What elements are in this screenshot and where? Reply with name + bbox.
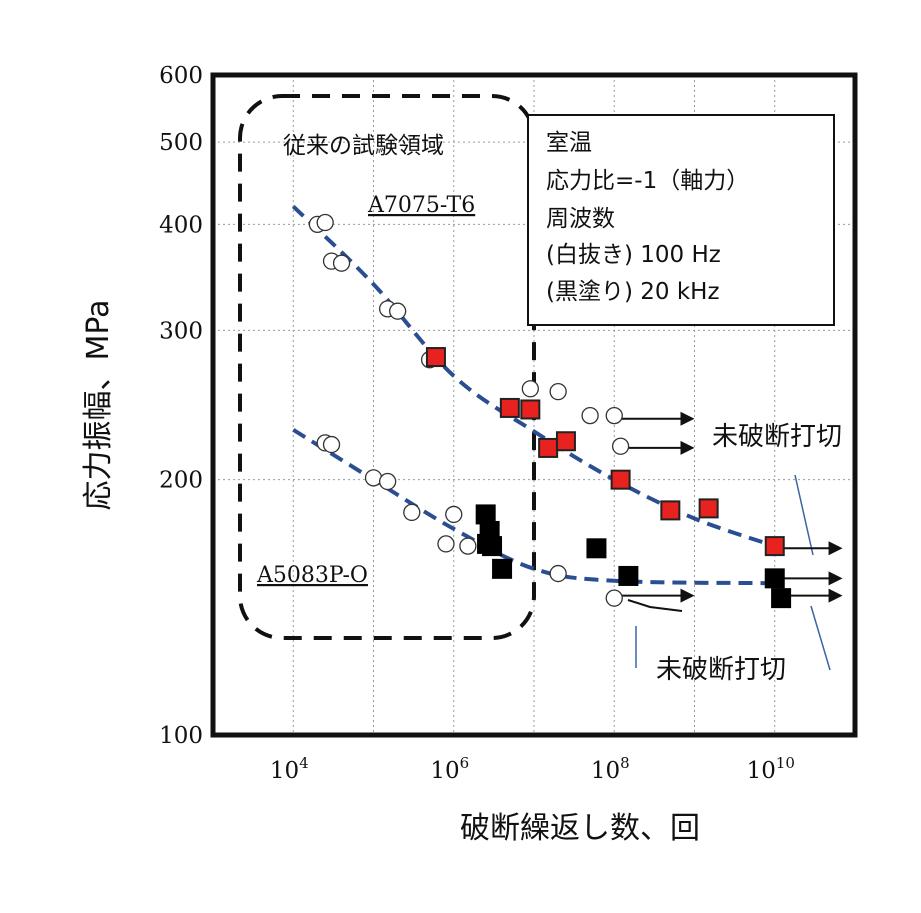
runout-label-upper: 未破断打切	[712, 422, 842, 452]
runout-arrow	[625, 440, 695, 455]
x-tick-label: 104	[270, 754, 309, 784]
data-point-open-circle	[549, 564, 567, 583]
data-point-square	[555, 431, 576, 452]
data-point-open-circle	[378, 472, 397, 491]
data-point-square	[618, 565, 639, 586]
y-tick-label: 200	[159, 468, 203, 494]
runout-guide-line	[794, 474, 814, 556]
plot-frame	[210, 72, 858, 738]
data-point-square	[764, 536, 785, 557]
x-tick-labels: 104 106 108 1010	[270, 754, 795, 784]
region-dashed-box	[238, 94, 536, 640]
runout-arrow-head	[680, 588, 695, 603]
runout-arrow-head	[828, 571, 843, 586]
condition-box: 室温 応力比=-1（軸力） 周波数 (白抜き) 100 Hz (黒塗り) 20 …	[527, 114, 835, 326]
data-point-square	[520, 399, 541, 420]
data-point-square	[425, 347, 446, 368]
data-point-open-circle	[459, 537, 477, 555]
data-point-open-circle	[316, 213, 334, 232]
region-label: 従来の試験領域	[283, 133, 444, 159]
runout-arrow-head	[680, 440, 695, 455]
data-point-open-circle	[332, 254, 351, 272]
condition-line-1: 室温	[546, 130, 592, 156]
data-point-open-circle	[437, 535, 455, 553]
y-tick-label: 600	[159, 63, 203, 89]
y-tick-label: 400	[159, 212, 203, 238]
runout-label-lower: 未破断打切	[656, 655, 786, 685]
runout-guide-line	[810, 605, 831, 671]
runout-arrow	[774, 571, 843, 586]
data-point-open-circle	[521, 380, 539, 398]
data-points	[308, 213, 792, 609]
data-point-open-circle	[611, 437, 630, 455]
data-point-square	[492, 558, 513, 579]
material-label-a5083: A5083P-O	[256, 563, 368, 588]
y-tick-label: 100	[159, 723, 203, 749]
data-point-open-circle	[605, 589, 623, 607]
data-point-square	[586, 538, 607, 559]
runout-arrow	[617, 411, 695, 426]
runout-arrow	[617, 588, 695, 603]
data-point-open-circle	[364, 469, 383, 487]
data-point-square	[538, 437, 559, 458]
data-point-square	[475, 504, 496, 525]
runout-arrow-head	[680, 411, 695, 426]
x-tick-label: 1010	[747, 754, 795, 784]
runout-arrow	[774, 541, 843, 556]
x-tick-label: 108	[591, 754, 630, 784]
y-tick-label: 300	[159, 318, 203, 344]
data-point-open-circle	[549, 382, 567, 401]
y-tick-labels: 100 200 300 400 500 600	[159, 63, 203, 749]
data-point-square	[771, 588, 792, 609]
runout-arrow-head	[828, 541, 843, 556]
condition-line-4: (白抜き) 100 Hz	[546, 242, 721, 268]
condition-box-frame	[527, 114, 835, 326]
condition-line-5: (黒塗り) 20 kHz	[546, 279, 720, 305]
data-point-square	[610, 469, 631, 490]
condition-line-2: 応力比=-1（軸力）	[546, 168, 749, 194]
data-point-square	[764, 568, 785, 589]
data-point-open-circle	[445, 505, 463, 524]
x-axis-label: 破断繰返し数、回	[460, 811, 700, 846]
runout-bend-line	[627, 599, 683, 612]
runout-guides	[627, 474, 831, 671]
data-point-square	[660, 500, 681, 521]
data-point-square	[499, 397, 520, 418]
data-point-open-circle	[322, 435, 341, 454]
data-point-open-circle	[605, 406, 623, 425]
data-point-open-circle	[403, 503, 421, 522]
conventional-test-region: 従来の試験領域	[238, 94, 536, 640]
data-point-square	[698, 498, 719, 519]
condition-line-3: 周波数	[546, 206, 615, 232]
data-point-open-circle	[389, 302, 407, 320]
data-point-square	[482, 536, 503, 557]
trend-line	[291, 204, 776, 548]
x-tick-label: 106	[430, 754, 469, 784]
data-point-open-circle	[581, 406, 599, 425]
y-axis-label: 応力振幅、MPa	[81, 299, 116, 510]
y-tick-label: 500	[159, 130, 203, 156]
material-label-a7075: A7075-T6	[367, 193, 475, 218]
runout-arrow-head	[828, 588, 843, 603]
